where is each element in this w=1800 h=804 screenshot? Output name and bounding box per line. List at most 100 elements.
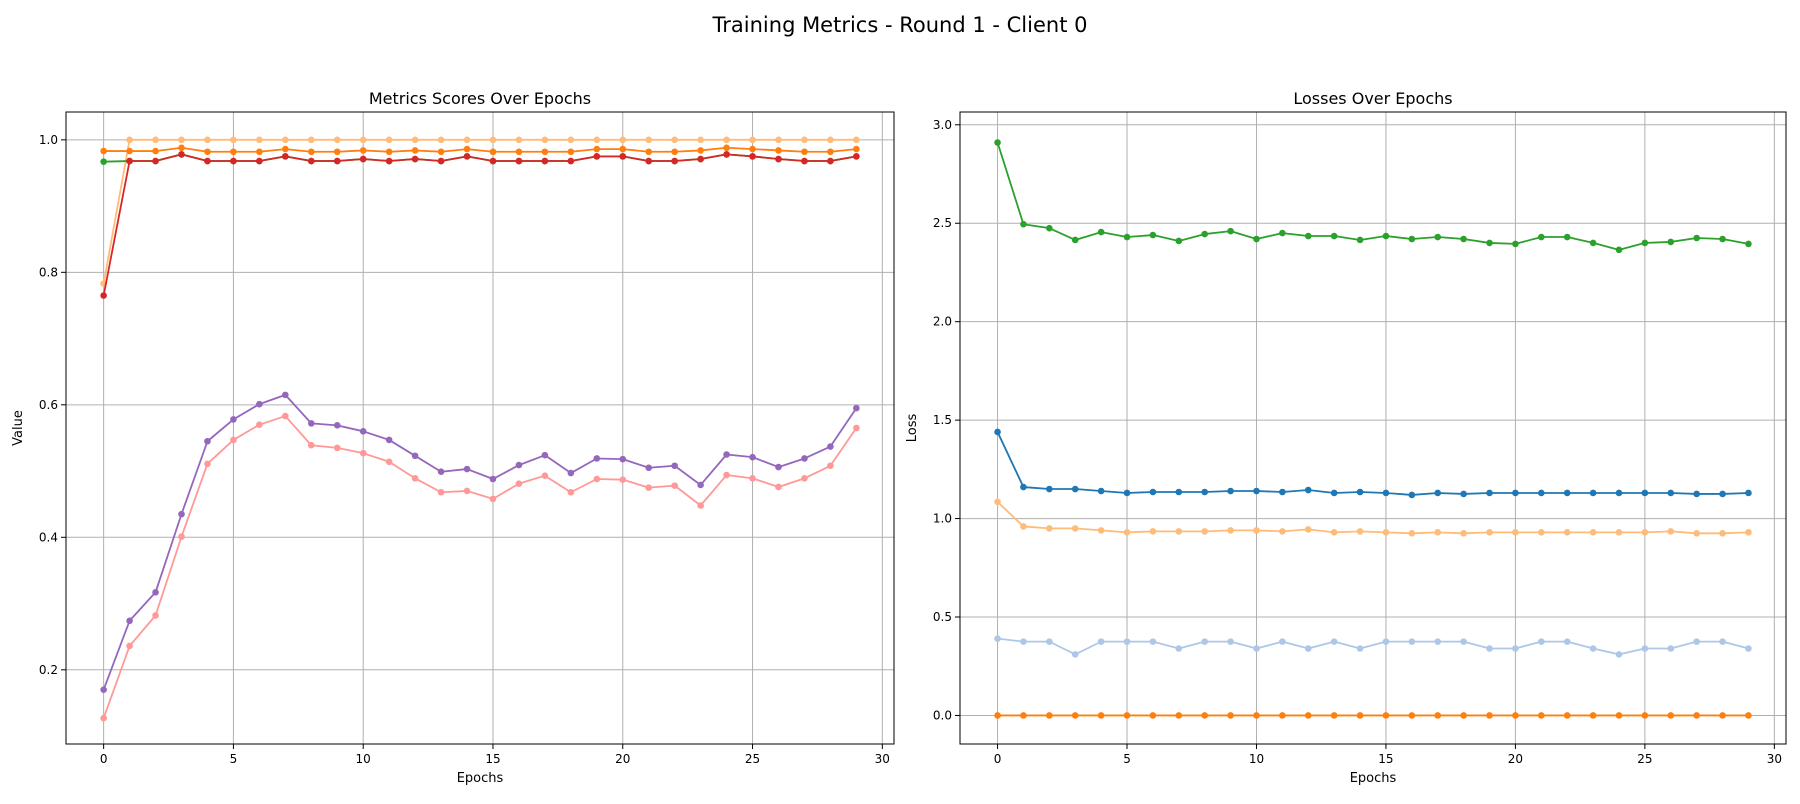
metrics-series-5-point <box>593 475 601 483</box>
metrics-series-0-point <box>697 136 704 144</box>
metrics-series-4-point <box>619 455 627 463</box>
losses-series-2-point <box>1512 529 1519 536</box>
metrics-series-0-point <box>827 136 834 144</box>
losses-series-0-point <box>1071 236 1079 244</box>
metrics-series-0-point <box>411 136 419 144</box>
losses-series-1-point <box>1279 488 1286 496</box>
metrics-series-5-point <box>256 421 263 428</box>
losses-series-1-point <box>1020 483 1027 491</box>
losses-series-2-point <box>1563 529 1571 536</box>
losses-series-3-point <box>1719 638 1726 645</box>
metrics-series-5-point <box>282 412 289 420</box>
metrics-series-0-point <box>230 136 237 144</box>
metrics-series-4-point <box>282 391 289 399</box>
metrics-x-tick-label: 0 <box>100 752 108 766</box>
losses-x-tick-label: 20 <box>1508 752 1523 766</box>
metrics-series-5-point <box>827 462 834 470</box>
metrics-series-0-point <box>307 136 315 144</box>
metrics-series-1-point <box>671 148 678 156</box>
metrics-series-5-point <box>801 475 808 482</box>
metrics-series-1-point <box>593 145 601 153</box>
losses-series-1-point <box>1693 490 1700 498</box>
losses-series-0-point <box>1693 234 1700 242</box>
losses-series-0-point <box>1434 233 1442 241</box>
metrics-series-5-point <box>645 484 653 491</box>
losses-series-0-point <box>1020 220 1027 228</box>
losses-series-2-point <box>1046 525 1053 532</box>
metrics-series-0-point <box>178 136 185 144</box>
losses-series-2-point <box>1071 525 1079 532</box>
losses-series-2-point <box>1408 530 1416 537</box>
metrics-y-tick-label: 0.6 <box>39 398 58 412</box>
losses-series-2-point <box>1227 527 1234 534</box>
metrics-series-0-point <box>126 136 133 144</box>
metrics-series-3-point <box>437 157 445 165</box>
metrics-x-tick-label: 25 <box>745 752 760 766</box>
losses-series-0-point <box>1589 239 1597 247</box>
losses-series-1-point <box>1097 487 1105 495</box>
losses-y-tick-label: 3.0 <box>933 118 952 132</box>
losses-series-2-point <box>1175 528 1183 535</box>
metrics-series-0-point <box>204 136 211 144</box>
losses-series-4-point <box>1745 712 1752 719</box>
metrics-series-1-point <box>333 148 341 156</box>
losses-series-4-point <box>1615 712 1623 719</box>
metrics-series-5-point <box>411 475 419 482</box>
metrics-series-3-point <box>567 157 575 165</box>
metrics-series-5-point <box>152 612 159 619</box>
metrics-series-1-point <box>489 148 497 156</box>
losses-series-3-point <box>1097 638 1105 645</box>
losses-title: Losses Over Epochs <box>1293 89 1452 108</box>
losses-series-2-point <box>1330 529 1338 536</box>
losses-series-4-point <box>1667 712 1675 719</box>
losses-series-3-point <box>1149 638 1157 645</box>
metrics-y-tick-label: 1.0 <box>39 133 58 147</box>
metrics-series-3-point <box>152 157 159 165</box>
losses-series-2-point <box>1641 529 1649 536</box>
metrics-series-5-point <box>204 460 211 468</box>
metrics-series-0-point <box>723 136 730 144</box>
losses-series-3-point <box>1667 645 1675 652</box>
losses-y-tick-label: 1.0 <box>933 512 952 526</box>
losses-y-tick-label: 0.5 <box>933 610 952 624</box>
metrics-series-1-point <box>775 147 782 154</box>
losses-chart: 0 5 10 15 20 25 30 0.0 0.5 1.0 1.5 2.0 2.5 3.0 Losses … <box>905 89 1787 786</box>
metrics-series-5-point <box>619 476 627 483</box>
metrics-series-3-point <box>515 157 523 165</box>
losses-series-4-point <box>1589 712 1597 719</box>
metrics-series-3-point <box>385 157 393 165</box>
metrics-series-5-point <box>697 502 704 509</box>
metrics-series-4-point <box>541 451 549 459</box>
losses-series-3-point <box>1330 638 1338 645</box>
metrics-chart: 0 5 10 15 20 25 30 0.2 0.4 0.6 0.8 1.0 Metrics Score… <box>11 89 895 786</box>
losses-series-1-point <box>1227 487 1234 495</box>
metrics-series-1-point <box>230 148 237 156</box>
metrics-series-3-point <box>541 157 549 165</box>
losses-series-2-point <box>1486 529 1493 536</box>
metrics-series-4-point <box>437 468 445 476</box>
metrics-series-3-point <box>307 157 315 165</box>
metrics-series-0-point <box>671 136 678 144</box>
metrics-series-1-point <box>411 147 419 154</box>
metrics-series-4-point <box>671 462 678 470</box>
losses-series-0-point <box>1330 232 1338 240</box>
losses-series-1-point <box>1149 488 1157 496</box>
losses-x-tick-label: 10 <box>1249 752 1264 766</box>
losses-series-4-point <box>1304 712 1312 719</box>
losses-series-3-point <box>1227 638 1234 645</box>
metrics-series-5-point <box>385 458 393 466</box>
losses-y-tick-label: 0.0 <box>933 708 952 722</box>
metrics-series-1-point <box>567 148 575 156</box>
metrics-series-0-point <box>619 136 627 144</box>
losses-series-4-point <box>1123 712 1131 719</box>
metrics-series-5-point <box>567 488 575 496</box>
losses-series-1-point <box>1460 490 1467 498</box>
metrics-series-4-point <box>126 617 133 625</box>
losses-series-4-point <box>1020 712 1027 719</box>
metrics-series-4-point <box>567 469 575 477</box>
metrics-series-4-point <box>230 416 237 423</box>
metrics-series-3-point <box>619 153 627 160</box>
losses-series-2-point <box>1356 528 1364 535</box>
metrics-series-3-point <box>723 151 730 158</box>
